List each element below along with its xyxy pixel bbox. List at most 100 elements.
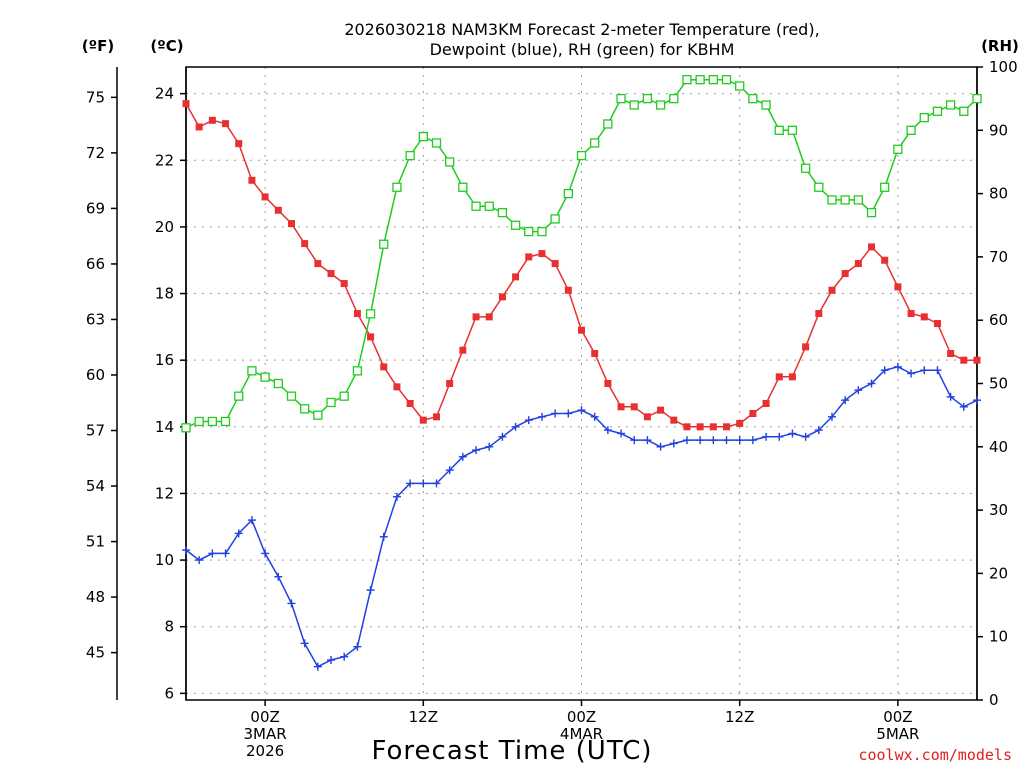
rh-point — [181, 423, 191, 433]
rh-point — [497, 207, 508, 218]
rh-tick-label: 40 — [989, 438, 1008, 456]
rh-point — [669, 94, 679, 104]
temperature-point — [222, 120, 230, 128]
temperature-point — [775, 373, 783, 381]
temperature-point — [419, 416, 427, 424]
temperature-point — [643, 413, 651, 421]
dewpoint-point — [313, 662, 322, 671]
temperature-point — [393, 383, 401, 391]
temperature-point — [340, 280, 348, 288]
rh-point — [906, 125, 916, 135]
rh-tick-label: 10 — [989, 628, 1008, 646]
rh-point — [695, 75, 705, 85]
x-tick-label: 00Z — [883, 708, 912, 726]
dewpoint-point — [709, 436, 718, 445]
series-layer — [181, 75, 982, 671]
temperature-point — [353, 310, 361, 318]
celsius-unit-label: (ºC) — [150, 37, 183, 55]
rh-point — [379, 239, 389, 249]
dewpoint-point — [524, 416, 533, 425]
rh-tick-label: 90 — [989, 121, 1008, 139]
temperature-point — [248, 176, 256, 184]
rh-point — [392, 182, 402, 192]
rh-unit-label: (RH) — [981, 37, 1019, 55]
temperature-point — [815, 310, 823, 318]
rh-point — [418, 131, 428, 142]
fahrenheit-tick-label: 69 — [86, 199, 105, 217]
rh-point — [590, 138, 600, 148]
x-tick-label: 12Z — [409, 708, 438, 726]
temperature-point — [498, 293, 506, 301]
temperature-point — [683, 423, 691, 431]
celsius-tick-label: 10 — [155, 551, 174, 569]
celsius-tick-label: 18 — [155, 285, 174, 303]
chart-title-line-1: 2026030218 NAM3KM Forecast 2-meter Tempe… — [344, 20, 819, 39]
dewpoint-point — [630, 436, 639, 445]
temperature-point — [301, 240, 309, 248]
rh-point — [365, 309, 376, 319]
temperature-point — [551, 260, 559, 268]
temperature-point — [670, 416, 678, 424]
dewpoint-point — [274, 572, 283, 581]
rh-point — [682, 75, 692, 85]
temperature-point — [287, 220, 295, 228]
temperature-point — [762, 399, 770, 407]
rh-point — [510, 220, 521, 230]
rh-point — [748, 94, 758, 104]
temperature-point — [973, 356, 981, 364]
rh-point — [959, 106, 969, 116]
rh-point — [220, 416, 231, 427]
rh-point — [484, 201, 494, 211]
temperature-point — [604, 380, 612, 387]
dewpoint-point — [946, 392, 955, 401]
temperature-point — [723, 423, 731, 431]
temperature-point — [933, 320, 941, 328]
dewpoint-point — [893, 362, 902, 371]
temperature-point — [881, 256, 889, 264]
rh-point — [616, 94, 626, 104]
fahrenheit-unit-label: (ºF) — [82, 37, 114, 55]
dewpoint-point — [392, 492, 401, 501]
celsius-tick-label: 14 — [155, 418, 174, 436]
rh-point — [787, 125, 798, 135]
rh-point — [735, 81, 745, 91]
dewpoint-point — [775, 432, 784, 441]
temperature-point — [195, 123, 203, 131]
temperature-point — [960, 356, 968, 364]
fahrenheit-tick-label: 60 — [86, 366, 105, 384]
rh-tick-label: 30 — [989, 501, 1008, 519]
celsius-tick-label: 22 — [155, 151, 174, 169]
dewpoint-point — [551, 409, 560, 418]
rh-point — [708, 75, 718, 85]
rh-point — [550, 214, 560, 224]
dewpoint-point — [682, 436, 691, 445]
temperature-point — [327, 270, 335, 278]
fahrenheit-tick-label: 48 — [86, 588, 105, 606]
rh-point — [471, 201, 481, 211]
temperature-point — [446, 380, 454, 387]
credit-label: coolwx.com/models — [858, 746, 1012, 764]
dewpoint-point — [814, 426, 823, 435]
rh-point — [405, 150, 415, 161]
rh-tick-label: 100 — [989, 58, 1018, 76]
dewpoint-point — [195, 556, 204, 565]
temperature-point — [314, 260, 322, 268]
dewpoint-point — [762, 432, 771, 441]
dewpoint-point — [432, 479, 441, 488]
rh-tick-label: 50 — [989, 375, 1008, 393]
dewpoint-point — [748, 436, 757, 445]
rh-tick-label: 80 — [989, 185, 1008, 203]
dewpoint-point — [221, 549, 230, 558]
rh-point — [273, 378, 283, 389]
dewpoint-point — [880, 366, 889, 375]
rh-point — [458, 182, 468, 192]
rh-point — [431, 138, 442, 148]
rh-point — [576, 150, 587, 161]
temperature-point — [472, 313, 480, 321]
x-tick-label: 00Z — [567, 708, 596, 726]
rh-point — [880, 182, 890, 192]
celsius-tick-label: 8 — [164, 618, 174, 636]
temperature-point — [578, 326, 585, 334]
temperature-point — [657, 406, 665, 414]
dewpoint-point — [669, 439, 678, 448]
